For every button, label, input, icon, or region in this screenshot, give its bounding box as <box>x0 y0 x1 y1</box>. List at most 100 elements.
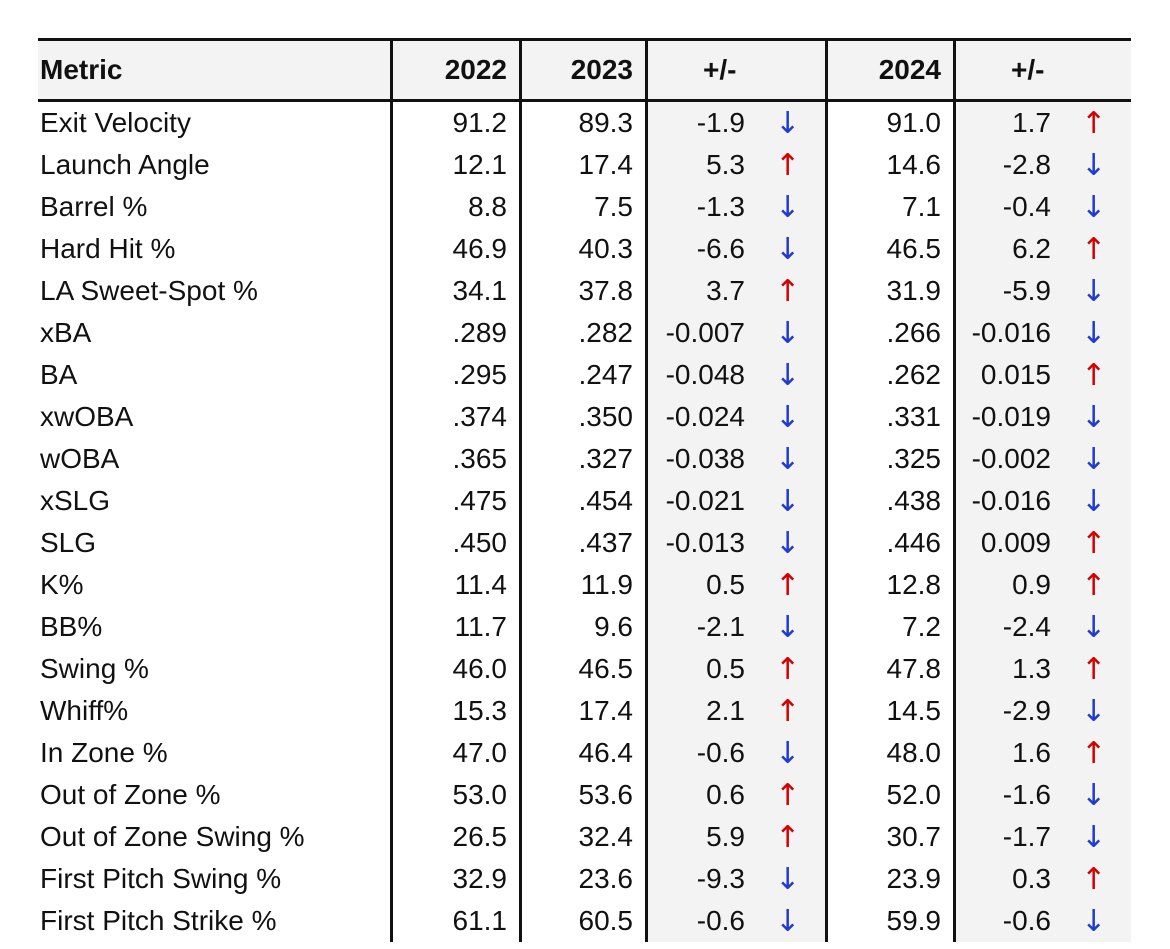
value-2023: 17.4 <box>519 144 645 186</box>
change-2023-cell: 5.9 ↑ <box>645 816 825 858</box>
change-2024-cell: -0.4 ↓ <box>953 186 1131 228</box>
table-row: xBA .289.282 -0.007 ↓ .266 -0.016 ↓ <box>38 312 1131 354</box>
delta-value: -0.021 <box>665 485 745 516</box>
value-2022: .475 <box>390 480 519 522</box>
metric-name: SLG <box>40 527 97 558</box>
change-2023-cell: 0.5 ↑ <box>645 564 825 606</box>
value-2024: 47.8 <box>825 648 953 690</box>
value-2024: .325 <box>825 438 953 480</box>
metric-name: wOBA <box>40 443 120 474</box>
arrow-up-icon: ↑ <box>775 819 801 855</box>
delta-value: -0.6 <box>696 737 745 768</box>
delta-value: 3.7 <box>706 275 745 306</box>
change-2023-cell: -0.048 ↓ <box>645 354 825 396</box>
change-2023-cell: -9.3 ↓ <box>645 858 825 900</box>
value-2022: 91.2 <box>390 102 519 144</box>
value-2023: 60.5 <box>519 900 645 942</box>
value-2023: .247 <box>519 354 645 396</box>
arrow-up-icon: ↑ <box>1081 357 1107 393</box>
arrow-down-icon: ↓ <box>775 105 801 141</box>
arrow-up-icon: ↑ <box>1081 735 1107 771</box>
header-change-2023: +/- <box>645 41 825 99</box>
value-2023: .327 <box>519 438 645 480</box>
change-2024-cell: -1.7 ↓ <box>953 816 1131 858</box>
arrow-down-icon: ↓ <box>775 735 801 771</box>
delta-value: 2.1 <box>706 695 745 726</box>
value-2023: .454 <box>519 480 645 522</box>
delta-value: 0.5 <box>706 653 745 684</box>
value-2023: .437 <box>519 522 645 564</box>
change-2023-cell: -6.6 ↓ <box>645 228 825 270</box>
table-row: Exit Velocity 91.2 89.3 -1.9 ↓ 91.0 1.7 ↑ <box>38 102 1131 144</box>
delta-value: -0.016 <box>971 485 1051 516</box>
delta-value: 0.015 <box>980 359 1051 390</box>
table-row: First Pitch Strike % 61.1 60.5 -0.6 ↓ 59.9 -0.… <box>38 900 1131 942</box>
value-2024: 7.2 <box>825 606 953 648</box>
arrow-up-icon: ↑ <box>775 273 801 309</box>
change-2023-cell: 0.5 ↑ <box>645 648 825 690</box>
arrow-down-icon: ↓ <box>1081 777 1107 813</box>
value-2023: 46.5 <box>519 648 645 690</box>
arrow-down-icon: ↓ <box>1081 441 1107 477</box>
change-2024-cell: -0.019 ↓ <box>953 396 1131 438</box>
arrow-down-icon: ↓ <box>1081 693 1107 729</box>
value-2024: 14.5 <box>825 690 953 732</box>
arrow-up-icon: ↑ <box>1081 567 1107 603</box>
table-header-row: Metric 2022 2023 +/- 2024 +/- <box>38 38 1131 102</box>
value-2023: .282 <box>519 312 645 354</box>
delta-value: -0.038 <box>665 443 745 474</box>
delta-value: -1.9 <box>696 107 745 138</box>
value-2023: 37.8 <box>519 270 645 312</box>
arrow-down-icon: ↓ <box>1081 273 1107 309</box>
delta-value: -1.3 <box>696 191 745 222</box>
change-2024-cell: -1.6 ↓ <box>953 774 1131 816</box>
delta-value: -0.4 <box>1002 191 1051 222</box>
value-2024: 46.5 <box>825 228 953 270</box>
table-row: Out of Zone % 53.0 53.6 0.6 ↑ 52.0 -1.6 ↓ <box>38 774 1131 816</box>
value-2024: .331 <box>825 396 953 438</box>
metric-name: Exit Velocity <box>40 107 191 138</box>
value-2022: .295 <box>390 354 519 396</box>
value-2022: 61.1 <box>390 900 519 942</box>
value-2022: 11.7 <box>390 606 519 648</box>
arrow-down-icon: ↓ <box>1081 147 1107 183</box>
delta-value: 6.2 <box>1012 233 1051 264</box>
change-2024-cell: -0.016 ↓ <box>953 480 1131 522</box>
value-2022: 32.9 <box>390 858 519 900</box>
delta-value: -0.024 <box>665 401 745 432</box>
arrow-up-icon: ↑ <box>1081 861 1107 897</box>
value-2022: .289 <box>390 312 519 354</box>
change-2024-cell: 0.9 ↑ <box>953 564 1131 606</box>
value-2022: 11.4 <box>390 564 519 606</box>
table-row: LA Sweet-Spot % 34.1 37.8 3.7 ↑ 31.9 -5.9 ↓ <box>38 270 1131 312</box>
delta-value: -5.9 <box>1002 275 1051 306</box>
arrow-up-icon: ↑ <box>775 567 801 603</box>
change-2024-cell: 0.3 ↑ <box>953 858 1131 900</box>
delta-value: 5.9 <box>706 821 745 852</box>
metric-name: xBA <box>40 317 92 348</box>
metric-name: Hard Hit % <box>40 233 176 264</box>
arrow-down-icon: ↓ <box>775 903 801 939</box>
table-row: SLG .450.437 -0.013 ↓ .446 0.009 ↑ <box>38 522 1131 564</box>
change-2023-cell: -0.013 ↓ <box>645 522 825 564</box>
arrow-down-icon: ↓ <box>1081 903 1107 939</box>
change-2023-cell: -0.024 ↓ <box>645 396 825 438</box>
value-2023: 17.4 <box>519 690 645 732</box>
arrow-up-icon: ↑ <box>1081 105 1107 141</box>
table-row: Swing % 46.0 46.5 0.5 ↑ 47.8 1.3 ↑ <box>38 648 1131 690</box>
delta-value: -6.6 <box>696 233 745 264</box>
arrow-down-icon: ↓ <box>1081 819 1107 855</box>
arrow-down-icon: ↓ <box>775 441 801 477</box>
value-2023: 7.5 <box>519 186 645 228</box>
value-2022: 53.0 <box>390 774 519 816</box>
change-2023-cell: -0.6 ↓ <box>645 732 825 774</box>
metric-name: xwOBA <box>40 401 134 432</box>
header-2024: 2024 <box>825 41 953 99</box>
arrow-down-icon: ↓ <box>775 861 801 897</box>
value-2023: 40.3 <box>519 228 645 270</box>
change-2024-cell: -2.9 ↓ <box>953 690 1131 732</box>
delta-value: 0.6 <box>706 779 745 810</box>
arrow-down-icon: ↓ <box>775 189 801 225</box>
value-2023: 46.4 <box>519 732 645 774</box>
metric-name: Out of Zone % <box>40 779 221 810</box>
